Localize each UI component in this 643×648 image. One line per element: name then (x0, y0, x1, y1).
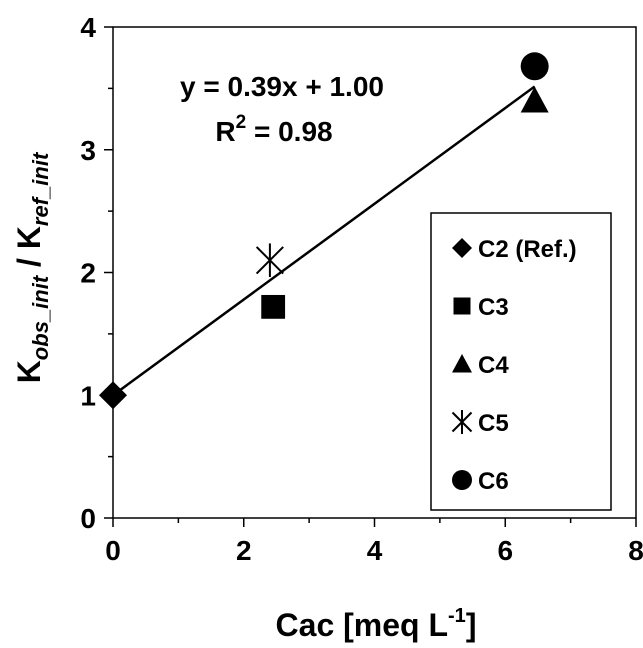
axis-ticks (104, 26, 637, 527)
x-tick-labels: 0 2 4 6 8 (105, 535, 643, 566)
x-axis-title: Cac [meq L-1] (276, 605, 477, 643)
legend-label-c5: C5 (478, 410, 509, 437)
y-tick-labels: 0 1 2 3 4 (80, 12, 96, 534)
x-tick-label: 2 (236, 535, 252, 566)
trendline-equation: y = 0.39x + 1.00 (180, 71, 384, 102)
x-tick-label: 6 (497, 535, 513, 566)
y-tick-label: 1 (80, 380, 96, 411)
trendline (112, 85, 536, 397)
data-point-c2-ref (99, 381, 127, 410)
r-squared-label: R2 = 0.98 (215, 112, 332, 147)
x-tick-label: 8 (628, 535, 643, 566)
legend-marker-c2-ref (452, 238, 472, 258)
legend-marker-c3 (453, 297, 471, 315)
y-tick-label: 0 (80, 503, 96, 534)
legend-label-c4: C4 (478, 352, 509, 379)
legend-marker-c5 (451, 410, 473, 434)
legend-label-c6: C6 (478, 468, 509, 495)
y-tick-label: 4 (80, 12, 96, 43)
legend-marker-c6 (452, 470, 472, 490)
y-tick-label: 2 (80, 258, 96, 289)
data-point-c5 (255, 243, 284, 278)
data-markers (99, 52, 549, 410)
y-tick-label: 3 (80, 135, 96, 166)
legend-label-c2-ref: C2 (Ref.) (478, 236, 577, 263)
x-tick-label: 4 (367, 535, 383, 566)
data-point-c3 (261, 294, 286, 319)
x-tick-label: 0 (105, 535, 121, 566)
data-point-c6 (520, 52, 549, 81)
legend-marker-c4 (452, 354, 472, 373)
y-axis-title: Kobs_init / Kref_init (11, 151, 53, 383)
legend: C2 (Ref.) C3 C4 C5 C6 (430, 212, 612, 511)
legend-label-c3: C3 (478, 294, 509, 321)
data-point-c4 (520, 86, 549, 113)
